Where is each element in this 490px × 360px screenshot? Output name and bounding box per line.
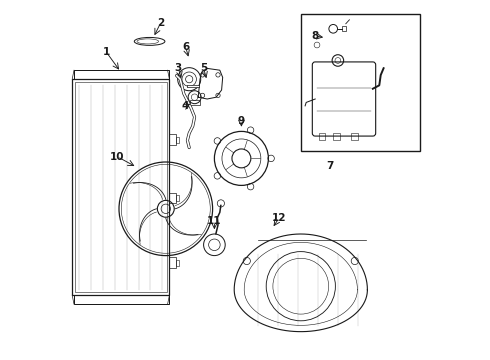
Text: 9: 9 <box>238 116 245 126</box>
Bar <box>170 257 176 268</box>
Bar <box>74 295 170 304</box>
Text: 5: 5 <box>200 63 207 73</box>
Bar <box>74 70 170 79</box>
Bar <box>176 137 179 143</box>
Text: 10: 10 <box>110 152 124 162</box>
Text: 7: 7 <box>326 161 333 171</box>
Bar <box>176 260 179 266</box>
Bar <box>170 193 176 203</box>
Bar <box>72 79 170 295</box>
Text: 11: 11 <box>207 216 221 226</box>
Text: 6: 6 <box>182 42 189 52</box>
Bar <box>190 100 199 105</box>
Bar <box>333 133 340 140</box>
Text: 4: 4 <box>182 101 189 111</box>
Text: 8: 8 <box>312 31 319 41</box>
Bar <box>170 134 176 145</box>
Bar <box>351 133 358 140</box>
Text: 1: 1 <box>103 47 110 57</box>
Bar <box>342 26 346 31</box>
Bar <box>176 195 179 201</box>
Bar <box>75 82 167 292</box>
Bar <box>319 133 325 140</box>
Text: 3: 3 <box>175 63 182 73</box>
Text: 12: 12 <box>272 213 287 223</box>
Bar <box>301 14 419 151</box>
Text: 2: 2 <box>157 18 164 28</box>
